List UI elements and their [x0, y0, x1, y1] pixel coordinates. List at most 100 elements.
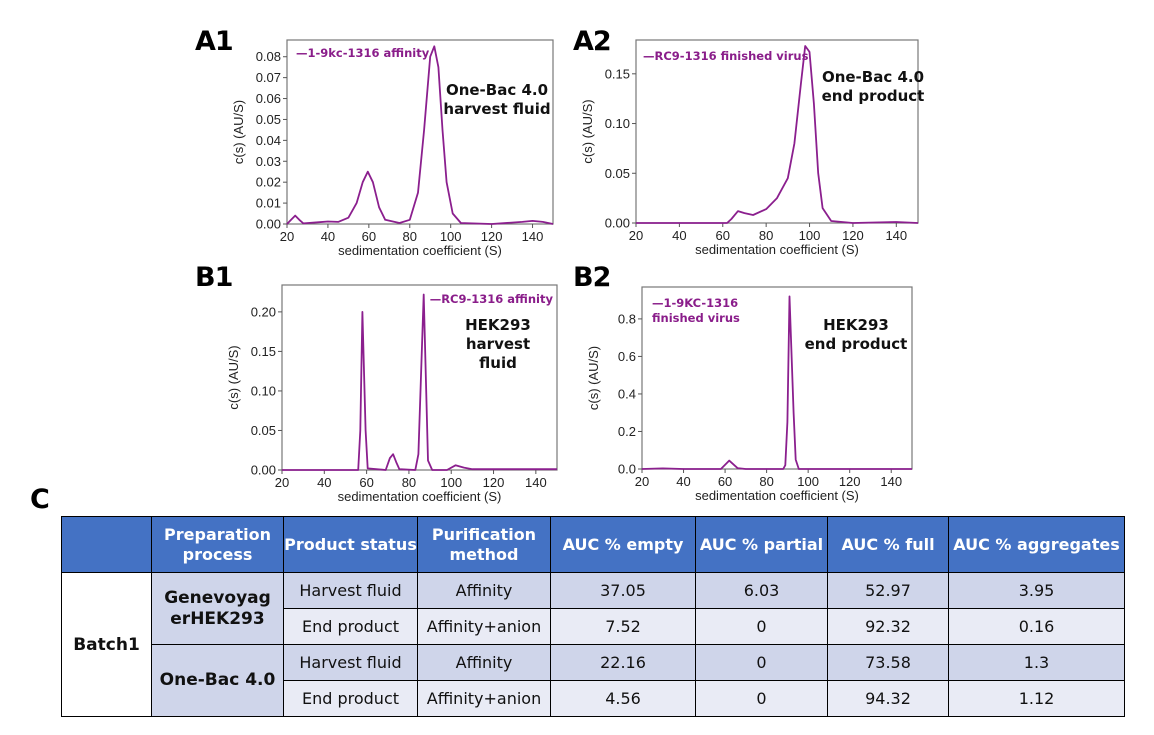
aggregates-cell: 1.12 [948, 680, 1125, 717]
full-cell: 92.32 [827, 608, 949, 645]
header-cell: AUC % full [827, 516, 949, 573]
x-tick-label: 40 [672, 228, 686, 243]
aggregates-cell: 3.95 [948, 572, 1125, 609]
x-tick-label: 140 [885, 228, 907, 243]
empty-cell: 37.05 [550, 572, 696, 609]
y-tick-label: 0.6 [618, 349, 636, 364]
legend-entry: —1-9KC-1316 [652, 296, 738, 310]
x-tick-label: 60 [362, 229, 376, 244]
aggregates-cell: 0.16 [948, 608, 1125, 645]
series-line [286, 45, 554, 225]
legend-entry: —1-9kc-1316 affinity [296, 46, 430, 60]
y-tick-label: 0.10 [251, 383, 276, 398]
x-tick-label: 20 [275, 475, 289, 490]
y-tick-label: 0.10 [605, 116, 630, 131]
method-cell: Affinity+anion [417, 680, 551, 717]
table-row: Batch1 Genevoyag erHEK293 Harvest fluid … [61, 572, 1125, 717]
x-axis-label: sedimentation coefficient (S) [338, 489, 502, 504]
chart-annotation: HEK293 [465, 316, 531, 334]
plot-frame [635, 39, 919, 224]
chart-annotation: end product [805, 335, 908, 353]
panel-label-b2: B2 [573, 262, 611, 293]
batch-cell: Batch1 [61, 572, 152, 717]
y-tick-label: 0.8 [618, 311, 636, 326]
x-tick-label: 80 [759, 228, 773, 243]
x-tick-label: 20 [629, 228, 643, 243]
y-tick-label: 0.08 [256, 49, 281, 64]
aggregates-cell: 1.3 [948, 644, 1125, 681]
plot-frame [286, 39, 554, 225]
table-header-row: Preparation process Product status Purif… [61, 516, 1125, 573]
chart-annotation: One-Bac 4.0 [446, 81, 548, 99]
y-tick-label: 0.20 [251, 304, 276, 319]
header-cell [61, 516, 152, 573]
method-cell: Affinity+anion [417, 608, 551, 645]
full-cell: 73.58 [827, 644, 949, 681]
empty-cell: 22.16 [550, 644, 696, 681]
x-tick-label: 100 [440, 229, 462, 244]
partial-cell: 6.03 [695, 572, 828, 609]
y-tick-label: 0.05 [251, 423, 276, 438]
chart-annotation: end product [822, 87, 925, 105]
y-tick-label: 0.05 [256, 112, 281, 127]
chart-annotation: harvest fluid [443, 100, 550, 118]
y-tick-label: 0.15 [605, 66, 630, 81]
status-cell: Harvest fluid [283, 572, 418, 609]
empty-cell: 7.52 [550, 608, 696, 645]
plot-frame [281, 284, 558, 471]
full-cell: 94.32 [827, 680, 949, 717]
table-row: One-Bac 4.0 Harvest fluid Affinity 22.16… [62, 644, 1125, 717]
series-line [636, 45, 919, 224]
table-row: End product Affinity+anion 4.56 0 94.32 … [62, 680, 1125, 717]
y-tick-label: 0.02 [256, 175, 281, 190]
x-tick-label: 60 [718, 474, 732, 489]
x-tick-label: 40 [676, 474, 690, 489]
header-cell: AUC % aggregates [948, 516, 1125, 573]
x-tick-label: 20 [280, 229, 294, 244]
chart-annotation: fluid [479, 354, 517, 372]
y-axis-label: c(s) (AU/S) [226, 345, 241, 409]
x-tick-label: 80 [759, 474, 773, 489]
chart-annotation: harvest [466, 335, 530, 353]
y-tick-label: 0.04 [256, 133, 281, 148]
process-cell: One-Bac 4.0 [151, 644, 284, 717]
full-cell: 52.97 [827, 572, 949, 609]
partial-cell: 0 [695, 680, 828, 717]
x-tick-label: 140 [525, 475, 547, 490]
header-cell: Product status [283, 516, 418, 573]
method-cell: Affinity [417, 644, 551, 681]
legend-entry: —RC9-1316 affinity [430, 292, 554, 306]
x-tick-label: 140 [522, 229, 544, 244]
x-tick-label: 60 [359, 475, 373, 490]
x-tick-label: 100 [440, 475, 462, 490]
status-cell: End product [283, 680, 418, 717]
x-tick-label: 20 [635, 474, 649, 489]
y-tick-label: 0.01 [256, 196, 281, 211]
status-cell: Harvest fluid [283, 644, 418, 681]
x-tick-label: 40 [321, 229, 335, 244]
method-cell: Affinity [417, 572, 551, 609]
x-tick-label: 120 [839, 474, 861, 489]
y-tick-label: 0.05 [605, 166, 630, 181]
y-tick-label: 0.06 [256, 91, 281, 106]
y-tick-label: 0.15 [251, 344, 276, 359]
series-line [282, 293, 557, 471]
header-cell: Purification method [417, 516, 551, 573]
x-tick-label: 120 [481, 229, 503, 244]
header-cell: AUC % partial [695, 516, 828, 573]
x-axis-label: sedimentation coefficient (S) [695, 242, 859, 257]
y-tick-label: 0.0 [618, 462, 636, 477]
panel-label-b1: B1 [195, 262, 233, 293]
legend-entry: —RC9-1316 finished virus [643, 49, 809, 63]
y-axis-label: c(s) (AU/S) [580, 99, 595, 163]
y-tick-label: 0.00 [605, 216, 630, 231]
partial-cell: 0 [695, 644, 828, 681]
status-cell: End product [283, 608, 418, 645]
y-tick-label: 0.2 [618, 424, 636, 439]
empty-cell: 4.56 [550, 680, 696, 717]
x-tick-label: 40 [317, 475, 331, 490]
sedimentation-charts: 20 40 60 80 100 120 140 0.00 0.01 0.02 0.03 0.04 0.0… [226, 39, 925, 504]
header-cell: Preparation process [151, 516, 284, 573]
x-tick-label: 100 [797, 474, 819, 489]
y-tick-label: 0.00 [251, 463, 276, 478]
